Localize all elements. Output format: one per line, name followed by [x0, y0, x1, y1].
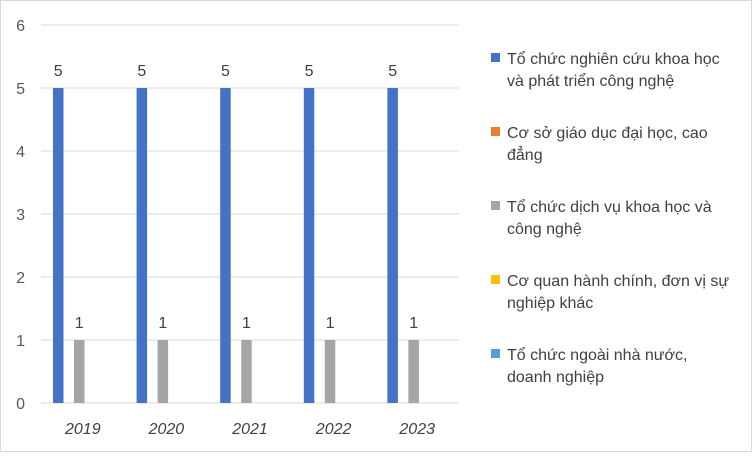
y-tick-label: 0 [16, 396, 25, 413]
legend-label: nghiệp khác [507, 295, 593, 312]
legend-label: Tổ chức ngoài nhà nước, [507, 346, 687, 364]
y-tick-label: 5 [16, 81, 25, 98]
bar-2021-series-3 [241, 340, 252, 403]
y-tick-label: 6 [16, 18, 25, 35]
data-labels: 5 1 5 1 5 1 5 1 5 1 [54, 63, 418, 332]
bar-2021-series-1 [220, 88, 231, 403]
data-label: 5 [137, 63, 146, 80]
data-label: 1 [242, 315, 251, 332]
bar-2023-series-3 [408, 340, 419, 403]
legend: Tổ chức nghiên cứu khoa học và phát triển… [491, 50, 729, 386]
legend-label: và phát triển công nghệ [507, 72, 674, 90]
legend-label: Cơ sở giáo dục đại học, cao [507, 125, 708, 142]
legend-item: Tổ chức nghiên cứu khoa học và phát triển… [491, 50, 720, 90]
legend-label: Tổ chức dịch vụ khoa học và [507, 198, 712, 216]
legend-label: doanh nghiệp [507, 369, 604, 386]
legend-swatch [491, 349, 500, 358]
y-tick-label: 2 [16, 270, 25, 287]
x-tick-label: 2023 [398, 421, 435, 438]
legend-swatch [491, 127, 500, 136]
legend-label: đẳng [507, 145, 543, 164]
data-label: 5 [54, 63, 63, 80]
bar-2019-series-1 [53, 88, 64, 403]
data-label: 5 [388, 63, 397, 80]
legend-label: công nghệ [507, 221, 582, 238]
y-tick-label: 4 [16, 144, 25, 161]
bar-2019-series-3 [74, 340, 85, 403]
bar-2023-series-1 [387, 88, 398, 403]
legend-item: Tổ chức dịch vụ khoa học và công nghệ [491, 198, 712, 238]
legend-item: Tổ chức ngoài nhà nước, doanh nghiệp [491, 346, 687, 386]
legend-label: Cơ quan hành chính, đơn vị sự [507, 273, 729, 290]
data-label: 1 [158, 315, 167, 332]
bars [53, 88, 419, 403]
data-label: 1 [409, 315, 418, 332]
y-tick-label: 3 [16, 207, 25, 224]
x-tick-label: 2020 [148, 421, 185, 438]
legend-label: Tổ chức nghiên cứu khoa học [507, 50, 720, 68]
x-tick-label: 2019 [64, 421, 101, 438]
data-label: 1 [75, 315, 84, 332]
gridlines [41, 24, 459, 404]
legend-swatch [491, 201, 500, 210]
y-tick-label: 1 [16, 333, 25, 350]
bar-2020-series-1 [136, 88, 148, 403]
x-tick-label: 2022 [315, 421, 352, 438]
legend-item: Cơ sở giáo dục đại học, cao đẳng [491, 125, 708, 164]
y-axis-ticks: 0 1 2 3 4 5 6 [16, 18, 25, 413]
data-label: 5 [305, 63, 314, 80]
data-label: 5 [221, 63, 230, 80]
legend-swatch [491, 53, 500, 62]
legend-swatch [491, 275, 500, 284]
bar-2022-series-1 [303, 88, 315, 403]
bar-2020-series-3 [157, 340, 169, 403]
x-axis-ticks: 2019 2020 2021 2022 2023 [64, 421, 435, 438]
legend-item: Cơ quan hành chính, đơn vị sự nghiệp khác [491, 273, 729, 312]
bar-2022-series-3 [324, 340, 336, 403]
data-label: 1 [326, 315, 335, 332]
x-tick-label: 2021 [231, 421, 268, 438]
